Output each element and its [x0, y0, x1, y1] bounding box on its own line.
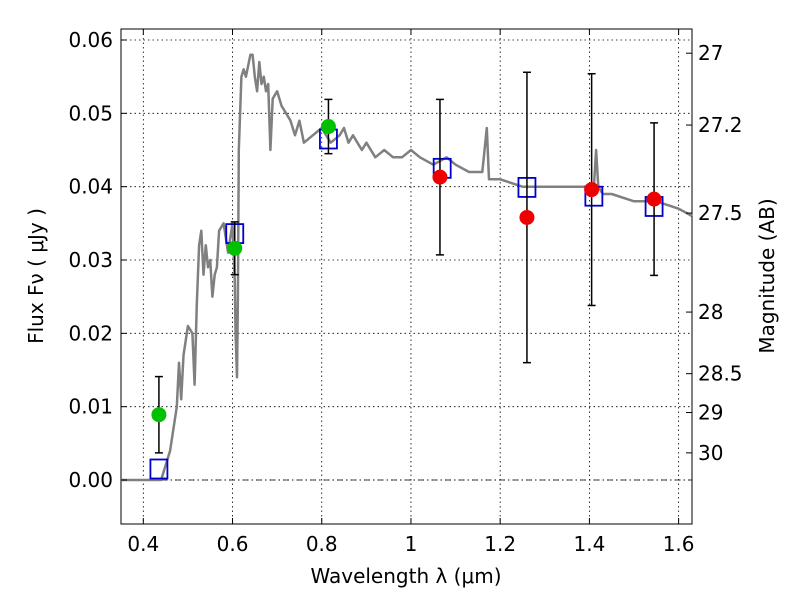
model-flux-square — [149, 458, 169, 480]
observed-flux-point — [584, 182, 600, 198]
x-tick-label: 0.4 — [127, 532, 159, 556]
y-tick-label: 0.03 — [68, 248, 113, 272]
plot-frame — [120, 28, 693, 525]
y-tick-label: 0.04 — [68, 175, 113, 199]
observed-flux-point — [227, 240, 243, 256]
axis-ticks: 0.4 0.6 0.8 1 1.2 1.4 1.6 0.00 0.01 0.02 0.03 0.04 0… — [68, 28, 742, 556]
right-tick-label: 29 — [698, 401, 723, 425]
x-tick-label: 1.2 — [484, 532, 516, 556]
x-axis-label: Wavelength λ (μm) — [310, 564, 501, 588]
x-tick-label: 0.6 — [217, 532, 249, 556]
right-tick-label: 27 — [698, 41, 723, 65]
x-tick-label: 0.8 — [306, 532, 338, 556]
right-tick-label: 27.2 — [698, 113, 743, 137]
observed-flux-point — [432, 169, 448, 185]
x-tick-label: 1.4 — [573, 532, 605, 556]
y-tick-label: 0.00 — [68, 468, 113, 492]
y-axis-label: Flux Fν ( μJy ) — [24, 208, 48, 344]
y-tick-label: 0.05 — [68, 101, 113, 125]
y-tick-label: 0.06 — [68, 28, 113, 52]
right-tick-label: 28 — [698, 300, 723, 324]
plot-area — [121, 53, 693, 482]
right-tick-label: 27.5 — [698, 201, 743, 225]
observed-flux-point — [151, 407, 167, 423]
observed-flux-point — [320, 119, 336, 135]
y-tick-label: 0.01 — [68, 395, 113, 419]
right-tick-label: 28.5 — [698, 362, 743, 386]
x-tick-label: 1 — [405, 532, 418, 556]
right-tick-label: 30 — [698, 441, 723, 465]
observed-flux-point — [646, 191, 662, 207]
observed-flux-point — [519, 209, 535, 225]
x-tick-label: 1.6 — [663, 532, 695, 556]
y-tick-label: 0.02 — [68, 321, 113, 345]
right-axis-label: Magnitude (AB) — [755, 198, 779, 353]
template-spectrum-line — [121, 53, 693, 482]
